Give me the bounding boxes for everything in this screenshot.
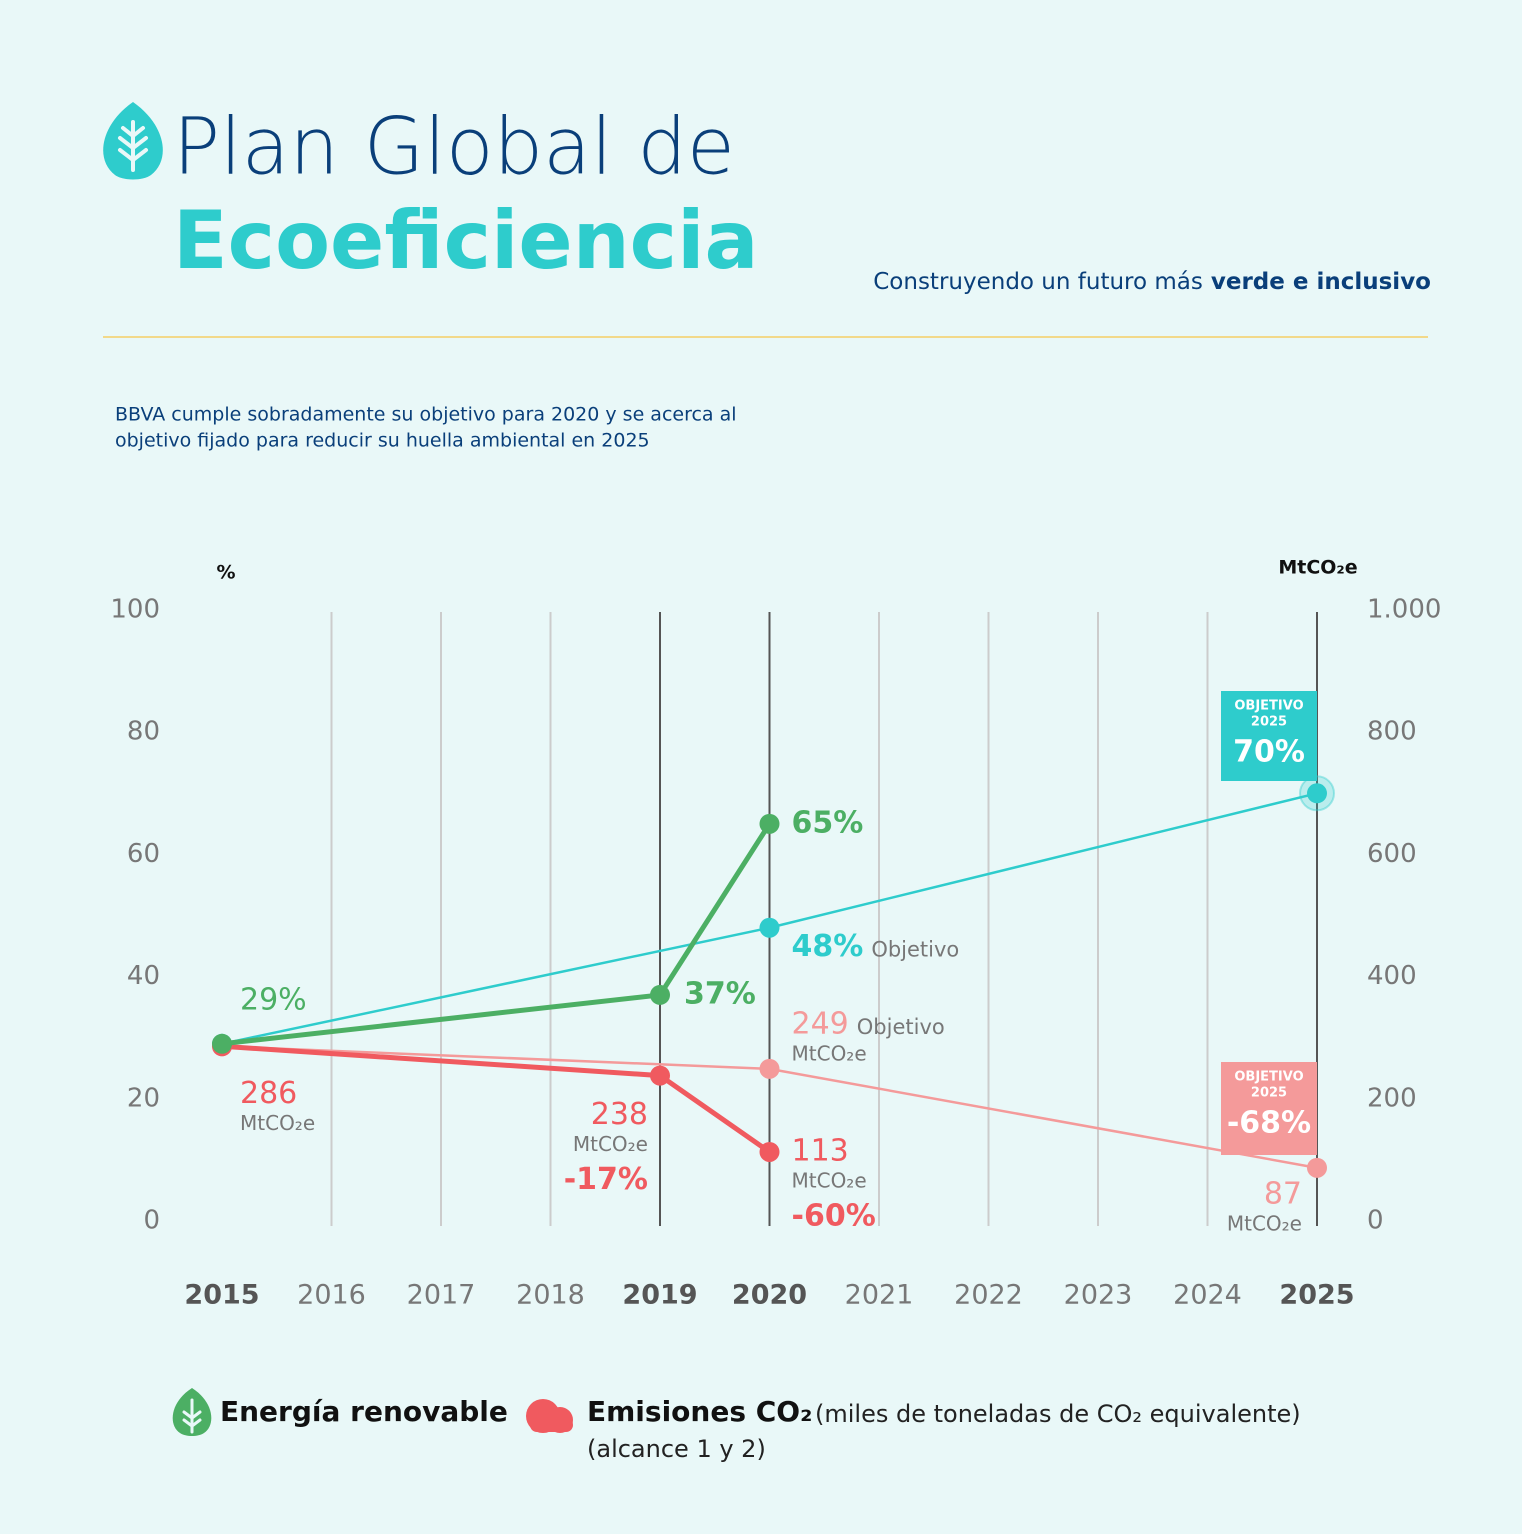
x-tick-label: 2018 <box>516 1280 585 1311</box>
unit-label: MtCO₂e <box>792 1041 867 1065</box>
y-tick-label: 20 <box>127 1083 160 1113</box>
x-tick-label: 2021 <box>845 1280 914 1311</box>
data-label: 65% <box>792 805 864 840</box>
unit-label: MtCO₂e <box>1227 1211 1302 1235</box>
x-tick-label: 2025 <box>1279 1280 1354 1311</box>
data-label: 48% <box>792 929 864 964</box>
y2-tick-label: 400 <box>1367 961 1417 991</box>
legend: Energía renovable Emisiones CO₂ (miles d… <box>172 1388 1301 1463</box>
y2-tick-label: 1.000 <box>1367 595 1441 625</box>
subtitle: BBVA cumple sobradamente su objetivo par… <box>115 404 737 426</box>
legend-note: (miles de toneladas de CO₂ equivalente) <box>815 1400 1301 1428</box>
x-tick-label: 2015 <box>184 1280 259 1311</box>
x-tick-label: 2017 <box>407 1280 476 1311</box>
y-tick-label: 0 <box>143 1206 160 1236</box>
data-label: 37% <box>684 976 756 1011</box>
title-line1: Plan Global de <box>173 103 735 193</box>
target-box <box>1221 1062 1317 1155</box>
tagline: Construyendo un futuro más verde e inclus… <box>873 269 1431 295</box>
target-box <box>1221 691 1317 781</box>
target-box-label: OBJETIVO <box>1234 699 1303 714</box>
y-tick-label: 100 <box>110 595 160 625</box>
tagline-bold: verde e inclusivo <box>1211 269 1431 295</box>
data-label: 29% <box>240 982 307 1017</box>
data-label: 113 <box>792 1133 849 1168</box>
subtitle: objetivo fijado para reducir su huella a… <box>115 430 650 452</box>
y-axis-label: % <box>216 562 235 584</box>
y2-tick-label: 800 <box>1367 717 1417 747</box>
point <box>759 1058 780 1079</box>
unit-label: MtCO₂e <box>240 1111 315 1135</box>
legend-icon-leaf <box>172 1388 212 1436</box>
plot: 2015 2016 2017 2018 2019 2020 2021 2022 2023 2024… <box>110 595 1441 1311</box>
data-label: 87 <box>1264 1176 1302 1211</box>
target-box-label: OBJETIVO <box>1234 1070 1303 1085</box>
unit-label: MtCO₂e <box>792 1168 867 1192</box>
point <box>650 984 670 1005</box>
legend-label: Emisiones CO₂ <box>587 1395 812 1428</box>
legend-note: (alcance 1 y 2) <box>587 1435 766 1463</box>
target-box-value: 70% <box>1233 735 1305 770</box>
target-note: Objetivo <box>871 938 959 962</box>
data-label: 238 <box>591 1097 648 1132</box>
change-label: -17% <box>564 1162 648 1197</box>
target-box-value: -68% <box>1227 1106 1311 1141</box>
x-tick-label: 2023 <box>1064 1280 1133 1311</box>
y2-tick-label: 600 <box>1367 839 1417 869</box>
tagline-text: Construyendo un futuro más <box>873 269 1203 295</box>
point <box>1307 783 1327 804</box>
point <box>759 1141 780 1162</box>
point <box>212 1033 232 1054</box>
data-label: 249 <box>792 1006 849 1041</box>
title-line2: Ecoeficiencia <box>173 194 758 287</box>
x-tick-label: 2019 <box>622 1280 697 1311</box>
target-box-label: 2025 <box>1251 715 1287 730</box>
x-tick-label: 2016 <box>297 1280 366 1311</box>
y2-tick-label: 0 <box>1367 1206 1384 1236</box>
y2-axis-label: MtCO₂e <box>1278 557 1357 579</box>
point <box>759 917 780 938</box>
y2-tick-label: 200 <box>1367 1083 1417 1113</box>
data-label: 286 <box>240 1076 297 1111</box>
point <box>1307 1157 1327 1178</box>
x-tick-label: 2024 <box>1173 1280 1242 1311</box>
point <box>759 813 780 834</box>
target-box-label: 2025 <box>1251 1086 1287 1101</box>
legend-label: Energía renovable <box>220 1395 508 1428</box>
x-tick-label: 2020 <box>732 1280 807 1311</box>
point <box>650 1065 670 1086</box>
change-label: -60% <box>792 1198 876 1233</box>
target-note: Objetivo <box>857 1015 945 1039</box>
y-tick-label: 60 <box>127 839 160 869</box>
y-tick-label: 80 <box>127 717 160 747</box>
logo-leaf <box>103 102 163 180</box>
unit-label: MtCO₂e <box>573 1132 648 1156</box>
x-tick-label: 2022 <box>954 1280 1023 1311</box>
legend-icon-cloud <box>526 1399 573 1433</box>
y-tick-label: 40 <box>127 961 160 991</box>
